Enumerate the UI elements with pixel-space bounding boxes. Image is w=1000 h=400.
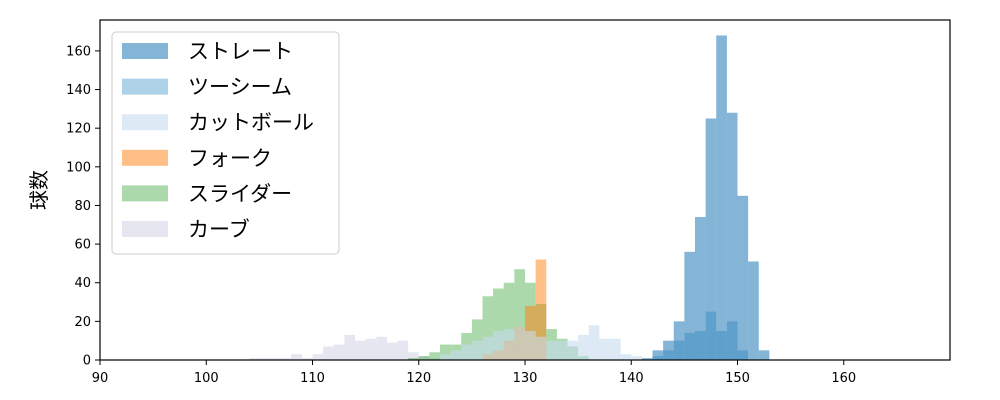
series-0-bar bbox=[673, 321, 685, 360]
x-tick-label: 150 bbox=[725, 371, 750, 386]
y-tick-label: 80 bbox=[74, 199, 91, 214]
series-0-bar bbox=[748, 261, 759, 360]
series-0-bar bbox=[737, 195, 749, 360]
y-tick-label: 0 bbox=[83, 354, 91, 369]
series-5-bar bbox=[365, 338, 377, 360]
series-2-bar bbox=[482, 336, 494, 360]
series-2-bar bbox=[556, 340, 568, 360]
legend-swatch bbox=[122, 78, 168, 95]
series-2-bar bbox=[525, 331, 536, 360]
x-tick-label: 110 bbox=[300, 371, 325, 386]
series-5-bar bbox=[386, 342, 398, 360]
series-4-bar bbox=[482, 296, 494, 360]
series-2-bar bbox=[631, 356, 642, 360]
series-5-bar bbox=[259, 358, 271, 360]
series-0-bar bbox=[684, 251, 696, 360]
x-axis: 90 100 110 120 130 140 150 160 bbox=[92, 360, 856, 386]
legend-label: カットボール bbox=[188, 111, 314, 135]
legend-label: フォーク bbox=[188, 146, 272, 170]
series-5-bar bbox=[333, 344, 345, 360]
x-tick-label: 160 bbox=[831, 371, 856, 386]
series-2-bar bbox=[535, 336, 547, 360]
series-5-bar bbox=[323, 346, 334, 360]
x-tick-label: 100 bbox=[194, 371, 219, 386]
series-2-bar bbox=[588, 325, 600, 360]
y-tick-label: 100 bbox=[66, 160, 91, 175]
y-axis: 0 20 40 60 80 100 120 140 160 bbox=[66, 44, 100, 369]
series-5-bar bbox=[280, 358, 292, 360]
y-axis-label: 球数 bbox=[27, 170, 51, 210]
x-tick-label: 140 bbox=[619, 371, 644, 386]
series-5-bar bbox=[248, 358, 260, 360]
series-5-bar bbox=[397, 340, 409, 360]
x-tick-label: 130 bbox=[513, 371, 538, 386]
series-0-bar bbox=[641, 358, 653, 360]
series-4-bar bbox=[440, 344, 451, 360]
series-5-bar bbox=[418, 356, 430, 360]
y-tick-label: 60 bbox=[74, 238, 91, 253]
legend-box bbox=[111, 31, 340, 255]
series-0-bar bbox=[716, 35, 727, 360]
series-4-bar bbox=[418, 356, 430, 360]
series-4-bar bbox=[493, 288, 504, 360]
series-3-bar bbox=[535, 259, 547, 360]
series-4-bar bbox=[408, 358, 419, 360]
legend-label: ストレート bbox=[188, 40, 293, 64]
series-2-bar bbox=[578, 334, 589, 360]
series-4-bar bbox=[514, 269, 526, 360]
series-2-bar bbox=[493, 331, 504, 360]
legend-label: ツーシーム bbox=[188, 75, 292, 99]
legend-label: カーブ bbox=[188, 218, 250, 242]
legend-swatch bbox=[122, 149, 168, 166]
series-0-bar bbox=[726, 112, 738, 360]
series-2-bar bbox=[440, 354, 451, 360]
legend-swatch bbox=[122, 114, 168, 131]
series-2-bar bbox=[471, 340, 483, 360]
series-5-bar bbox=[355, 340, 366, 360]
legend-swatch bbox=[122, 185, 168, 202]
y-tick-label: 160 bbox=[66, 44, 91, 59]
series-5-bar bbox=[301, 358, 313, 360]
legend-swatch bbox=[122, 221, 168, 237]
series-2-bar bbox=[610, 338, 621, 360]
series-0-bar bbox=[695, 217, 706, 360]
series-4-bar bbox=[471, 319, 483, 360]
series-4-bar bbox=[429, 352, 441, 360]
series-0-bar bbox=[663, 340, 674, 360]
legend-label: スライダー bbox=[188, 182, 292, 206]
series-2-bar bbox=[514, 327, 526, 360]
series-5-bar bbox=[291, 354, 302, 360]
series-4-bar bbox=[503, 282, 515, 360]
y-tick-label: 40 bbox=[74, 276, 91, 291]
series-5-bar bbox=[408, 352, 419, 360]
series-5-bar bbox=[376, 336, 387, 360]
series-2-bar bbox=[546, 340, 557, 360]
series-0-bar bbox=[758, 350, 770, 360]
series-5-bar bbox=[270, 358, 281, 360]
y-tick-label: 140 bbox=[66, 83, 91, 98]
series-2-bar bbox=[503, 329, 515, 360]
series-2-bar bbox=[567, 340, 579, 360]
x-tick-label: 120 bbox=[406, 371, 431, 386]
series-5-bar bbox=[312, 354, 324, 360]
series-0-bar bbox=[652, 350, 664, 360]
series-2-bar bbox=[461, 344, 472, 360]
x-tick-label: 90 bbox=[92, 371, 109, 386]
series-2-bar bbox=[599, 338, 611, 360]
y-tick-label: 20 bbox=[74, 315, 91, 330]
series-0-bar bbox=[705, 118, 717, 361]
series-5-bar bbox=[344, 334, 356, 360]
bars-layer bbox=[248, 35, 770, 361]
series-5-bar bbox=[429, 358, 441, 360]
y-tick-label: 120 bbox=[66, 122, 91, 137]
series-2-bar bbox=[620, 354, 632, 360]
series-2-bar bbox=[450, 350, 462, 360]
legend-swatch bbox=[122, 43, 168, 59]
